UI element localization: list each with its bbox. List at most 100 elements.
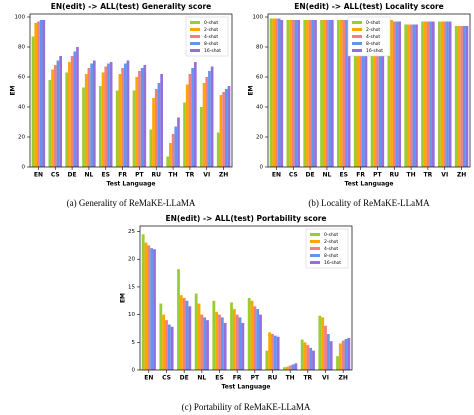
x-tick-label: TH <box>169 172 178 179</box>
bar <box>185 300 189 370</box>
bar <box>356 20 360 167</box>
bar <box>206 320 209 370</box>
x-tick-label: VI <box>441 172 448 179</box>
bar <box>170 326 174 370</box>
bar <box>247 298 251 370</box>
bar <box>291 364 295 370</box>
bar <box>73 51 77 167</box>
bar <box>212 300 216 370</box>
bar <box>381 20 385 167</box>
bar <box>253 306 257 370</box>
x-tick-label: NL <box>322 172 331 179</box>
chart-title: EN(edit) -> ALL(test) Generality score <box>51 2 212 11</box>
bar <box>104 66 108 167</box>
bar <box>230 302 233 370</box>
x-tick-label: EN <box>272 172 281 179</box>
y-tick-label: 60 <box>18 75 25 81</box>
bar <box>314 20 317 167</box>
bar <box>457 26 461 167</box>
bar <box>341 340 345 370</box>
bar <box>294 20 298 167</box>
bar <box>448 21 452 167</box>
x-tick-label: PT <box>251 375 260 382</box>
bar <box>34 23 38 167</box>
bar <box>250 300 254 370</box>
x-tick-label: ES <box>102 172 110 179</box>
bar <box>48 80 52 167</box>
bar <box>288 365 292 370</box>
bar <box>82 87 85 167</box>
bar <box>123 63 127 167</box>
bar <box>268 332 272 370</box>
x-tick-label: TR <box>186 172 195 179</box>
x-tick-label: DE <box>180 375 189 382</box>
bar <box>118 74 122 167</box>
bar <box>272 18 276 167</box>
bar <box>31 36 35 167</box>
bar <box>409 24 413 167</box>
bar <box>336 356 339 370</box>
bar <box>177 117 180 167</box>
bar <box>342 20 346 167</box>
bar <box>179 295 183 370</box>
y-tick-label: 40 <box>18 105 25 111</box>
bar <box>376 20 379 167</box>
bar <box>205 77 209 167</box>
caption: (b) Locality of ReMaKE-LLaMA <box>308 198 430 208</box>
legend-swatch <box>352 42 362 45</box>
bar <box>216 132 220 167</box>
bar <box>300 339 304 370</box>
bar <box>238 317 242 370</box>
bar <box>412 24 416 167</box>
bar <box>143 65 147 167</box>
bar <box>166 156 170 167</box>
bar <box>200 314 204 370</box>
x-tick-label: ES <box>215 375 223 382</box>
bar <box>462 26 466 167</box>
bar <box>344 338 348 370</box>
bar <box>322 20 326 167</box>
bar <box>84 74 88 167</box>
bar <box>51 69 54 167</box>
legend-label: 4-shot <box>204 34 218 40</box>
bar <box>42 20 46 167</box>
bar <box>404 24 408 167</box>
bar <box>329 341 333 370</box>
bar <box>286 20 290 167</box>
y-tick-label: 0 <box>22 165 26 171</box>
bar <box>185 84 189 167</box>
legend-swatch <box>310 254 320 257</box>
bar <box>138 71 141 167</box>
bar <box>224 89 228 167</box>
x-tick-label: CS <box>289 172 298 179</box>
bar <box>140 68 144 167</box>
bar <box>210 66 214 167</box>
x-axis-label: Test Language <box>221 384 270 391</box>
x-tick-label: RU <box>152 172 162 179</box>
bar <box>154 89 158 167</box>
bar <box>259 314 262 370</box>
bar <box>330 20 334 167</box>
x-tick-label: TR <box>303 375 312 382</box>
bar <box>291 20 295 167</box>
bar <box>87 68 91 167</box>
bar <box>92 60 96 167</box>
legend-label: 0-shot <box>324 232 338 238</box>
bar <box>109 62 113 167</box>
legend-swatch <box>352 35 362 38</box>
bar <box>232 309 236 370</box>
bar <box>361 20 365 167</box>
bar <box>283 367 286 370</box>
x-tick-label: NL <box>197 375 206 382</box>
chart-title: EN(edit) -> ALL(test) Locality score <box>294 2 444 11</box>
y-tick-label: 40 <box>256 105 263 111</box>
bar <box>294 363 298 370</box>
legend-swatch <box>310 233 320 236</box>
plot-frame <box>29 13 233 168</box>
bar <box>235 314 239 370</box>
bar <box>165 320 168 370</box>
legend-label: 16-shot <box>324 260 341 266</box>
x-axis-label: Test Language <box>106 181 155 188</box>
bar <box>191 68 194 167</box>
bar <box>150 248 154 370</box>
